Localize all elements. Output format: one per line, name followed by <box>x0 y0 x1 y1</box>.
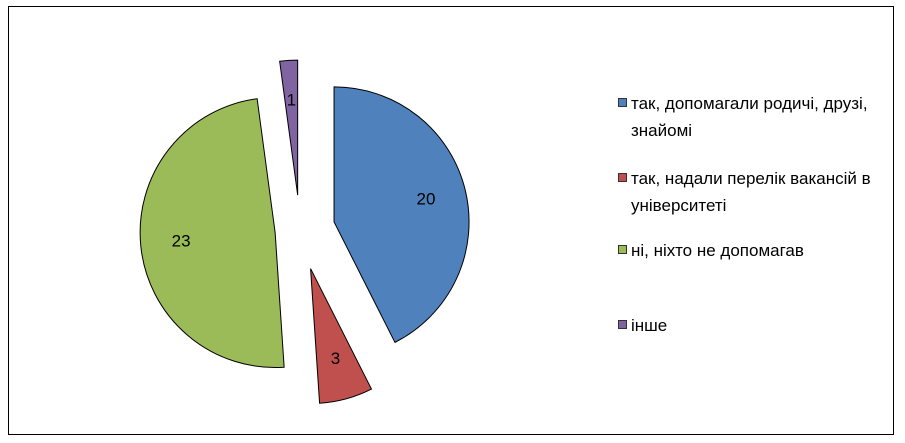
data-label: 1 <box>287 90 296 109</box>
legend-label: ні, ніхто не допомагав <box>631 241 804 260</box>
pie-slice <box>310 268 373 404</box>
pie-slice <box>139 98 285 369</box>
legend-swatch <box>618 320 627 329</box>
legend-swatch <box>618 245 627 254</box>
legend-label: так, допомагали родичі, друзі, знайомі <box>631 94 868 140</box>
legend-swatch <box>618 98 627 107</box>
legend-label: так, надали перелік вакансій в університ… <box>631 169 871 215</box>
legend-swatch <box>618 173 627 182</box>
pie-slice <box>279 59 299 196</box>
legend-item: інше <box>618 312 901 339</box>
legend-item: так, допомагали родичі, друзі, знайомі <box>618 90 901 144</box>
data-label: 23 <box>172 231 191 250</box>
legend-label: інше <box>631 316 668 335</box>
legend-item: так, надали перелік вакансій в університ… <box>618 165 901 219</box>
chart-frame <box>8 6 894 435</box>
data-label: 3 <box>331 349 340 368</box>
pie-slice <box>333 86 470 344</box>
legend-item: ні, ніхто не допомагав <box>618 237 901 264</box>
data-label: 20 <box>417 189 436 208</box>
